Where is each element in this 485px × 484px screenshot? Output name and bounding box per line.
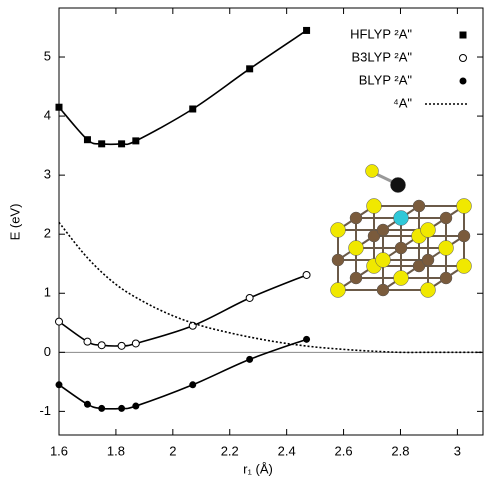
atom (367, 199, 382, 214)
series-line (59, 275, 307, 346)
data-point (56, 381, 63, 388)
atom (332, 254, 344, 266)
atom (391, 178, 406, 193)
series-line (59, 339, 307, 409)
data-point (303, 271, 310, 278)
data-point (246, 294, 253, 301)
atom (376, 253, 391, 268)
legend-marker (460, 55, 467, 62)
x-tick-label: 3 (454, 443, 461, 458)
y-tick-label: 3 (44, 167, 51, 182)
data-point (98, 405, 105, 412)
atom (413, 200, 425, 212)
data-point (118, 342, 125, 349)
data-point (132, 137, 139, 144)
data-point (84, 136, 91, 143)
y-axis-label: E (eV) (7, 204, 22, 241)
atom (394, 211, 409, 226)
atom (349, 241, 364, 256)
legend-label: BLYP ²A" (359, 72, 413, 87)
atom (457, 199, 472, 214)
atom (421, 223, 436, 238)
legend-label: B3LYP ²A" (352, 49, 413, 64)
atom (439, 241, 454, 256)
data-point (84, 401, 91, 408)
data-point (118, 405, 125, 412)
x-tick-label: 2.2 (221, 443, 239, 458)
data-point (56, 104, 63, 111)
data-point (84, 338, 91, 345)
x-tick-label: 2.6 (335, 443, 353, 458)
x-tick-label: 1.8 (107, 443, 125, 458)
chart: r₁ (Å) E (eV) 1.6 1.8 2 2.2 2.4 2.6 2.8 3 -1 0 1 2 3… (0, 0, 485, 484)
atom (422, 254, 434, 266)
legend-label: HFLYP ²A" (350, 26, 412, 41)
atom (350, 272, 362, 284)
x-tick-label: 2.8 (391, 443, 409, 458)
data-point (303, 27, 310, 34)
y-tick-label: 4 (44, 108, 51, 123)
data-point (56, 318, 63, 325)
series-line (59, 30, 307, 144)
atom (394, 271, 409, 286)
molecule-inset (331, 165, 472, 298)
y-tick-label: 1 (44, 285, 51, 300)
x-tick-label: 1.6 (50, 443, 68, 458)
atom (331, 223, 346, 238)
y-tick-label: 2 (44, 226, 51, 241)
atom (457, 259, 472, 274)
x-axis-label: r₁ (Å) (243, 461, 273, 476)
data-point (118, 140, 125, 147)
x-tick-label: 2.4 (278, 443, 296, 458)
y-tick-label: 0 (44, 344, 51, 359)
y-tick-label: 5 (44, 48, 51, 63)
data-point (189, 381, 196, 388)
legend-marker (460, 78, 467, 85)
atom (395, 242, 407, 254)
data-point (303, 336, 310, 343)
atom (440, 272, 452, 284)
x-tick-label: 2 (169, 443, 176, 458)
legend-marker (460, 32, 467, 39)
atom (421, 283, 436, 298)
atom (458, 230, 470, 242)
legend-label: ⁴A" (393, 95, 412, 110)
data-point (98, 342, 105, 349)
atom (440, 212, 452, 224)
atom (350, 212, 362, 224)
data-point (246, 356, 253, 363)
data-point (246, 65, 253, 72)
atom (377, 224, 389, 236)
y-tick-label: -1 (39, 403, 51, 418)
atom (331, 283, 346, 298)
data-point (189, 105, 196, 112)
atom (377, 284, 389, 296)
data-point (98, 140, 105, 147)
data-point (132, 403, 139, 410)
data-point (132, 340, 139, 347)
atom (366, 165, 379, 178)
